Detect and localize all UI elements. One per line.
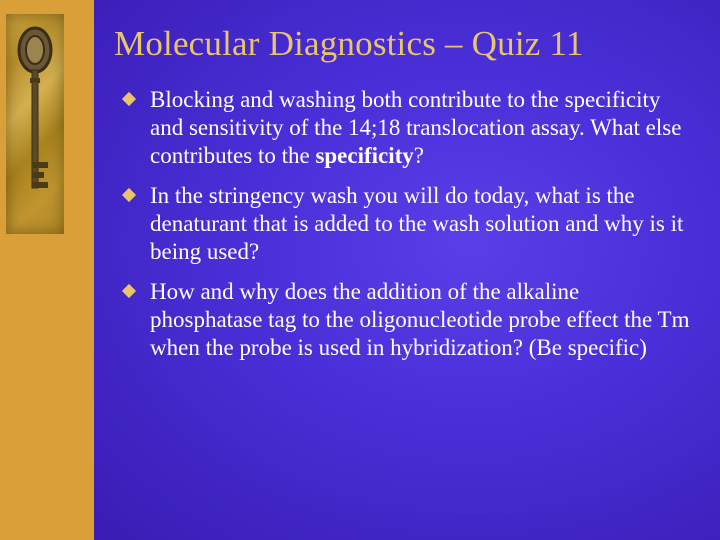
slide-body: Molecular Diagnostics – Quiz 11 Blocking… bbox=[94, 0, 720, 540]
bullet-list: Blocking and washing both contribute to … bbox=[112, 86, 690, 362]
antique-key-icon bbox=[13, 22, 57, 222]
bullet-text-post: ? bbox=[414, 143, 424, 168]
bullet-text-pre: In the stringency wash you will do today… bbox=[150, 183, 683, 264]
bullet-text-pre: How and why does the addition of the alk… bbox=[150, 279, 690, 360]
slide-title: Molecular Diagnostics – Quiz 11 bbox=[114, 24, 690, 64]
bullet-item: Blocking and washing both contribute to … bbox=[124, 86, 690, 170]
bullet-item: How and why does the addition of the alk… bbox=[124, 278, 690, 362]
bullet-item: In the stringency wash you will do today… bbox=[124, 182, 690, 266]
key-photo-background bbox=[6, 14, 64, 234]
bullet-text-bold: specificity bbox=[315, 143, 413, 168]
slide-sidebar bbox=[0, 0, 94, 540]
